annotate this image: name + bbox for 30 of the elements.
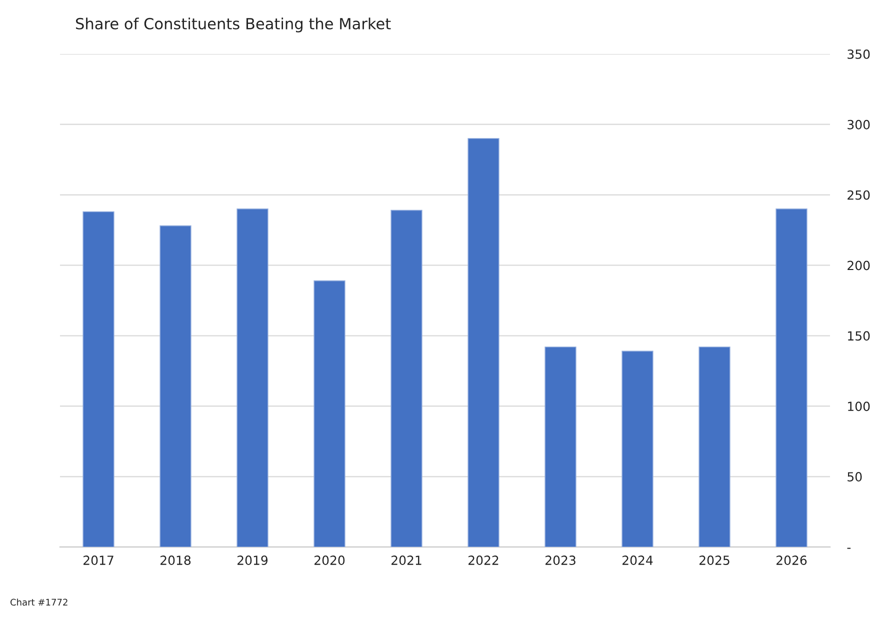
x-tick-label: 2025 [700, 556, 730, 566]
bar [390, 210, 422, 547]
x-tick-label: 2023 [546, 556, 576, 566]
y-tick-label: 50 [848, 472, 862, 482]
x-tick-label: 2024 [622, 556, 653, 566]
y-tick-label: 350 [848, 49, 870, 59]
y-tick-label: 150 [848, 331, 870, 341]
x-tick-label: 2026 [776, 556, 807, 566]
x-tick-label: 2017 [84, 556, 114, 566]
bar [776, 208, 808, 547]
text: Chart #1772 [10, 598, 68, 606]
x-tick-label: 2019 [238, 556, 268, 566]
bar [468, 138, 500, 547]
bar [314, 280, 346, 547]
x-tick-label: 2022 [468, 556, 498, 566]
y-tick-label: - [847, 548, 851, 549]
chart-title: Share of Constituents Beating the Market [76, 18, 391, 32]
bar [160, 225, 192, 547]
y-tick-label: 200 [848, 260, 870, 270]
bar [622, 350, 654, 547]
bar [544, 346, 576, 547]
bar [698, 346, 730, 547]
y-tick-label: 100 [848, 402, 870, 412]
y-tick-label: 250 [848, 190, 870, 200]
y-tick-label: 300 [848, 120, 870, 130]
x-tick-label: 2018 [160, 556, 191, 566]
x-tick-label: 2020 [314, 556, 345, 566]
x-tick-label: 2021 [392, 556, 422, 566]
bar [236, 208, 268, 547]
bar [82, 211, 114, 547]
